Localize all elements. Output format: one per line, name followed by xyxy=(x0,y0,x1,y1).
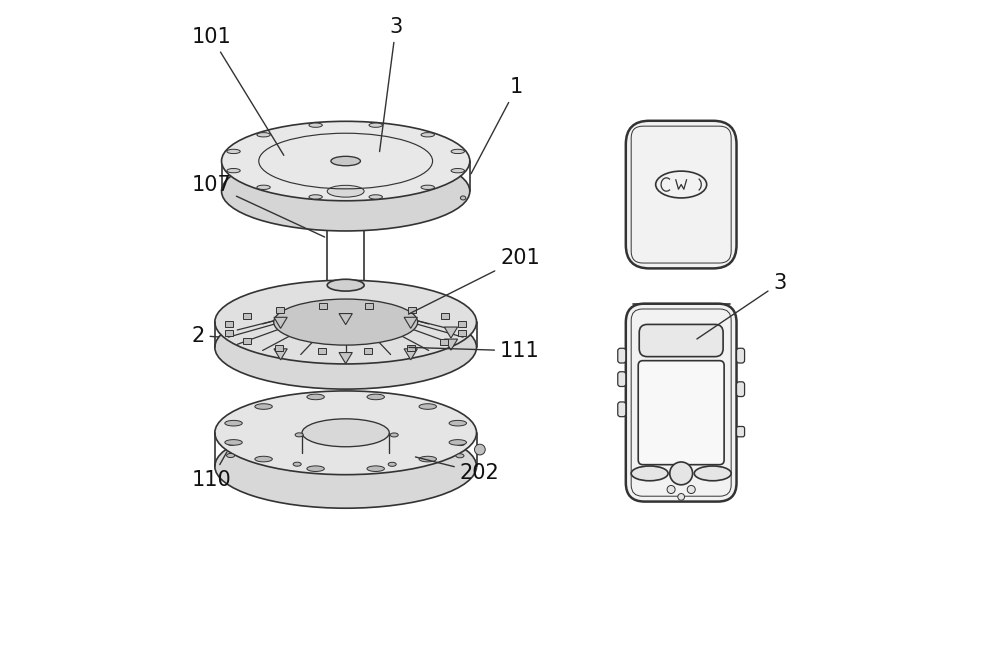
Ellipse shape xyxy=(449,421,467,426)
Ellipse shape xyxy=(255,404,272,409)
Ellipse shape xyxy=(302,419,389,447)
Ellipse shape xyxy=(225,440,242,445)
Ellipse shape xyxy=(421,133,434,137)
Ellipse shape xyxy=(257,185,270,189)
Polygon shape xyxy=(274,349,287,360)
Ellipse shape xyxy=(307,394,324,400)
Ellipse shape xyxy=(369,195,382,199)
Ellipse shape xyxy=(227,168,240,173)
Circle shape xyxy=(678,493,685,500)
Text: 110: 110 xyxy=(191,452,231,490)
Ellipse shape xyxy=(456,454,464,458)
Ellipse shape xyxy=(215,305,477,389)
Polygon shape xyxy=(339,313,352,325)
Ellipse shape xyxy=(451,149,465,154)
Ellipse shape xyxy=(215,280,477,364)
Ellipse shape xyxy=(227,149,240,154)
Ellipse shape xyxy=(215,425,477,508)
Ellipse shape xyxy=(293,462,301,466)
Ellipse shape xyxy=(421,185,434,189)
Ellipse shape xyxy=(257,133,270,137)
Ellipse shape xyxy=(457,442,465,446)
Circle shape xyxy=(667,485,675,493)
Bar xyxy=(225,321,233,327)
Ellipse shape xyxy=(449,440,467,445)
Circle shape xyxy=(687,485,695,493)
Ellipse shape xyxy=(309,123,322,127)
Ellipse shape xyxy=(388,462,396,466)
Ellipse shape xyxy=(419,404,436,409)
Polygon shape xyxy=(339,352,352,364)
Polygon shape xyxy=(444,339,458,350)
FancyBboxPatch shape xyxy=(626,303,737,501)
Ellipse shape xyxy=(419,456,436,462)
Text: 202: 202 xyxy=(415,457,499,483)
Bar xyxy=(458,330,466,336)
Text: 201: 201 xyxy=(409,248,540,314)
FancyBboxPatch shape xyxy=(737,348,745,363)
Ellipse shape xyxy=(367,394,384,400)
Text: 3: 3 xyxy=(380,17,403,152)
Polygon shape xyxy=(404,317,417,328)
Bar xyxy=(458,321,466,327)
Ellipse shape xyxy=(631,466,668,480)
Text: 3: 3 xyxy=(697,273,786,339)
Circle shape xyxy=(670,462,693,484)
FancyBboxPatch shape xyxy=(618,348,626,363)
Bar xyxy=(243,338,251,344)
Bar xyxy=(440,339,448,345)
Bar xyxy=(365,303,373,309)
Ellipse shape xyxy=(215,391,477,474)
Text: 107: 107 xyxy=(191,174,325,237)
Text: 1: 1 xyxy=(471,77,523,174)
Text: 111: 111 xyxy=(409,341,540,361)
FancyBboxPatch shape xyxy=(737,427,745,437)
Ellipse shape xyxy=(331,156,360,166)
Ellipse shape xyxy=(460,196,466,200)
FancyBboxPatch shape xyxy=(626,121,737,268)
Ellipse shape xyxy=(390,433,398,437)
FancyBboxPatch shape xyxy=(737,382,745,397)
Polygon shape xyxy=(274,317,287,328)
Bar xyxy=(407,345,415,351)
Ellipse shape xyxy=(227,454,235,458)
Bar xyxy=(275,345,283,351)
Text: 2: 2 xyxy=(191,325,219,346)
Ellipse shape xyxy=(327,185,364,197)
Ellipse shape xyxy=(295,433,303,437)
Ellipse shape xyxy=(369,123,382,127)
Ellipse shape xyxy=(309,195,322,199)
Bar xyxy=(364,348,372,354)
Circle shape xyxy=(475,444,485,455)
Ellipse shape xyxy=(274,299,418,345)
Ellipse shape xyxy=(225,421,242,426)
FancyBboxPatch shape xyxy=(639,325,723,357)
Polygon shape xyxy=(404,349,417,360)
Ellipse shape xyxy=(367,466,384,472)
Ellipse shape xyxy=(222,152,470,231)
FancyBboxPatch shape xyxy=(638,360,724,464)
Text: 101: 101 xyxy=(191,27,284,155)
Bar xyxy=(243,313,251,319)
FancyBboxPatch shape xyxy=(618,402,626,417)
Ellipse shape xyxy=(327,279,364,291)
Bar xyxy=(318,348,326,354)
FancyBboxPatch shape xyxy=(618,372,626,386)
Bar xyxy=(319,303,327,309)
Ellipse shape xyxy=(307,466,324,472)
Bar xyxy=(408,307,416,313)
Ellipse shape xyxy=(255,456,272,462)
Ellipse shape xyxy=(222,121,470,201)
Ellipse shape xyxy=(451,168,465,173)
Ellipse shape xyxy=(694,466,731,480)
Bar xyxy=(225,330,233,336)
Ellipse shape xyxy=(227,442,235,446)
Polygon shape xyxy=(444,327,458,338)
Bar xyxy=(276,307,284,313)
Bar xyxy=(441,313,449,319)
